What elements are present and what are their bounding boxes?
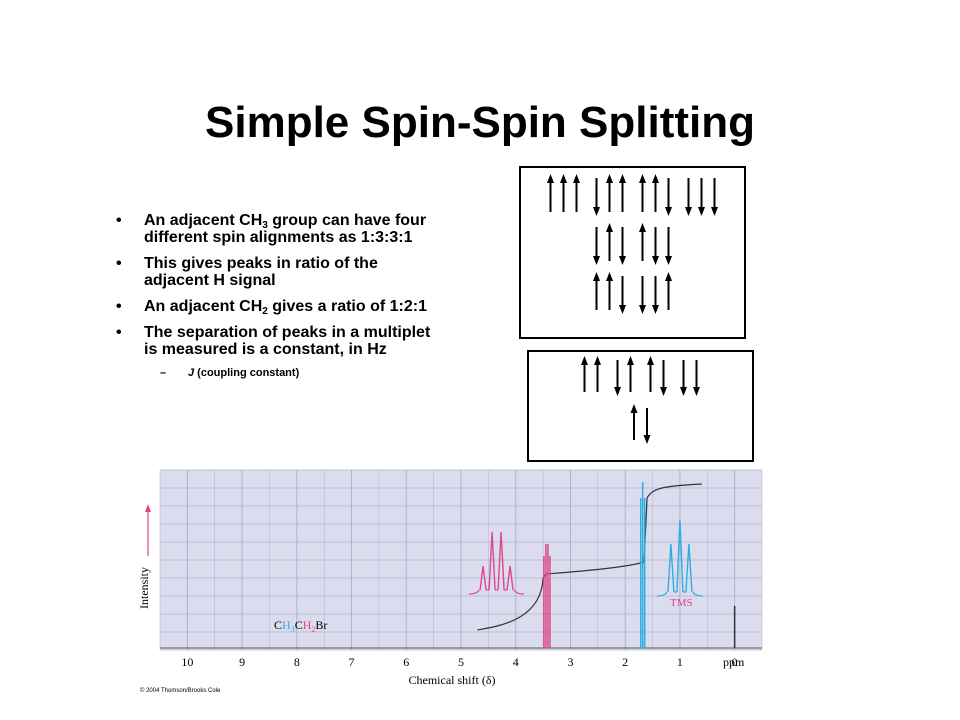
- spin-up-arrow-icon: [630, 404, 638, 440]
- spectrum-x-ticks: 10 9 8 7 6 5 4 3 2 1 0: [181, 655, 737, 669]
- x-tick-label: 5: [458, 655, 464, 669]
- spin-down-arrow-icon: [593, 178, 600, 216]
- spin-up-arrow-icon: [639, 174, 646, 212]
- spin-up-arrow-icon: [581, 356, 588, 392]
- ch3-spin-diagram: [519, 166, 746, 339]
- spin-up-arrow-icon: [606, 272, 613, 310]
- ch3-triplet-inset: [656, 519, 703, 597]
- spin-down-arrow-icon: [665, 178, 672, 216]
- spin-down-arrow-icon: [614, 360, 621, 396]
- sub-bullet-coupling-constant: – J (coupling constant): [160, 367, 300, 379]
- x-tick-label: 0: [732, 655, 738, 669]
- spin-up-arrow-icon: [627, 356, 634, 392]
- slide-title: Simple Spin-Spin Splitting: [205, 98, 755, 147]
- ch2-spin-arrows: [581, 356, 700, 444]
- x-tick-label: 10: [181, 655, 193, 669]
- y-axis-label: Intensity: [137, 567, 151, 609]
- x-tick-label: 4: [513, 655, 519, 669]
- spin-down-arrow-icon: [643, 408, 651, 444]
- x-tick-label: 8: [294, 655, 300, 669]
- tms-label: TMS: [670, 597, 693, 609]
- x-unit-label: ppm: [723, 655, 745, 669]
- spin-up-arrow-icon: [547, 174, 554, 212]
- spin-down-arrow-icon: [665, 227, 672, 265]
- spin-down-arrow-icon: [593, 227, 600, 265]
- spectrum-trace: [160, 482, 762, 649]
- spin-down-arrow-icon: [685, 178, 692, 216]
- x-axis-label: Chemical shift (δ): [409, 673, 496, 687]
- spin-down-arrow-icon: [711, 178, 718, 216]
- copyright-notice: © 2004 Thomson/Brooks Cole: [140, 688, 221, 694]
- y-axis-arrow: [145, 504, 151, 556]
- spin-up-arrow-icon: [594, 356, 601, 392]
- spin-down-arrow-icon: [652, 276, 659, 314]
- nmr-spectrum: 10 9 8 7 6 5 4 3 2 1 0 ppm Chemical shift (δ) Inte…: [137, 469, 763, 687]
- spin-up-arrow-icon: [593, 272, 600, 310]
- x-tick-label: 3: [567, 655, 573, 669]
- bullet-list: An adjacent CH3 group can have four diff…: [116, 212, 446, 382]
- bullet-peak-separation: The separation of peaks in a multiplet i…: [116, 324, 446, 358]
- compound-formula: CH3CH2Br: [274, 618, 327, 634]
- spin-down-arrow-icon: [680, 360, 687, 396]
- spin-up-arrow-icon: [665, 272, 672, 310]
- ch2-quartet-inset: [469, 531, 525, 595]
- spin-up-arrow-icon: [560, 174, 567, 212]
- spin-down-arrow-icon: [698, 178, 705, 216]
- x-tick-label: 9: [239, 655, 245, 669]
- x-tick-label: 2: [622, 655, 628, 669]
- bullet-peak-ratio: This gives peaks in ratio of the adjacen…: [116, 255, 446, 289]
- spin-up-arrow-icon: [619, 174, 626, 212]
- ch3-spin-arrows: [547, 174, 718, 314]
- spin-down-arrow-icon: [660, 360, 667, 396]
- spin-down-arrow-icon: [619, 227, 626, 265]
- integral-curve: [477, 483, 702, 631]
- x-tick-label: 7: [349, 655, 355, 669]
- spin-up-arrow-icon: [647, 356, 654, 392]
- spin-down-arrow-icon: [693, 360, 700, 396]
- spin-down-arrow-icon: [619, 276, 626, 314]
- bullet-ch2-ratio: An adjacent CH2 gives a ratio of 1:2:1: [116, 298, 446, 317]
- spin-up-arrow-icon: [639, 223, 646, 261]
- spin-up-arrow-icon: [606, 223, 613, 261]
- spin-down-arrow-icon: [652, 227, 659, 265]
- x-tick-label: 6: [403, 655, 409, 669]
- ch2-spin-diagram: [527, 350, 754, 462]
- x-tick-label: 1: [677, 655, 683, 669]
- spin-up-arrow-icon: [606, 174, 613, 212]
- spin-down-arrow-icon: [639, 276, 646, 314]
- bullet-ch3-alignments: An adjacent CH3 group can have four diff…: [116, 212, 446, 246]
- spin-up-arrow-icon: [652, 174, 659, 212]
- spin-up-arrow-icon: [573, 174, 580, 212]
